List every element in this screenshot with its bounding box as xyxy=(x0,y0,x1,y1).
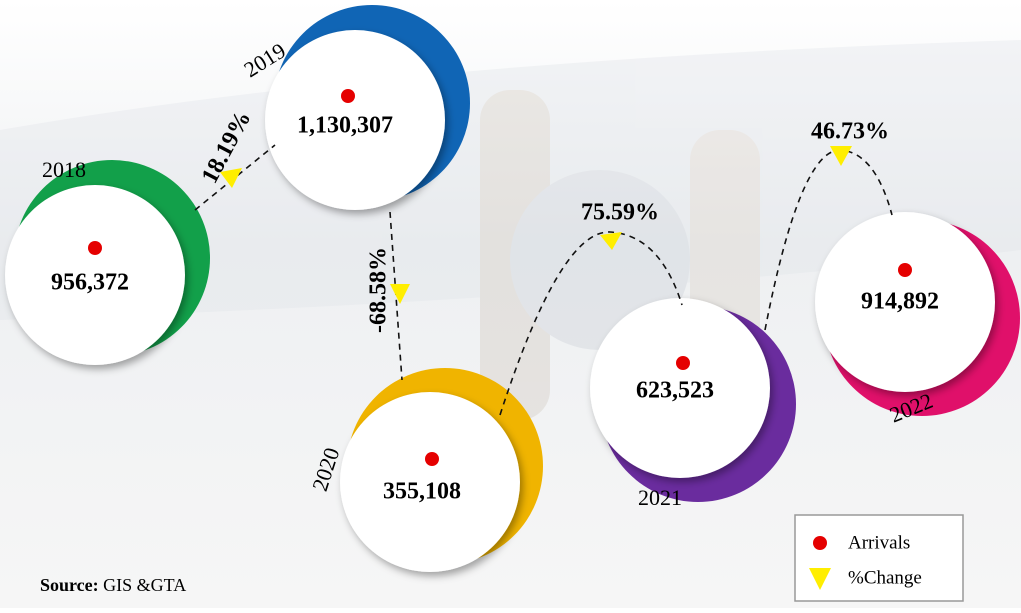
legend-label: %Change xyxy=(848,567,922,588)
circle-2021 xyxy=(590,298,796,502)
connector xyxy=(499,231,683,416)
circle-2018 xyxy=(5,160,210,365)
circle-2022 xyxy=(815,212,1020,416)
source: Source: GIS &GTA xyxy=(40,575,186,595)
percent-change: -68.58% xyxy=(366,247,392,333)
arrivals: 956,372 xyxy=(51,270,129,296)
arrivals: 914,892 xyxy=(861,289,939,315)
legend-box xyxy=(794,514,964,602)
arrivals: 355,108 xyxy=(383,479,461,505)
source-text: GIS &GTA xyxy=(103,575,186,595)
change-markers xyxy=(220,146,852,304)
year: 2018 xyxy=(42,157,86,182)
photo-backdrop xyxy=(0,40,1021,420)
legend-dot xyxy=(813,536,827,550)
year: 2021 xyxy=(638,485,682,510)
arrivals: 623,523 xyxy=(636,378,714,404)
legend-label: Arrivals xyxy=(848,532,910,553)
legend-triangle xyxy=(809,568,831,590)
arrivals: 1,130,307 xyxy=(297,113,393,139)
arrival-dots xyxy=(88,89,912,466)
percent-change: 75.59% xyxy=(581,200,659,226)
circle-2020 xyxy=(340,368,543,572)
source-label: Source: xyxy=(40,575,99,595)
percent-change: 46.73% xyxy=(811,119,889,145)
connector xyxy=(764,149,893,331)
circle-2019 xyxy=(265,5,470,210)
